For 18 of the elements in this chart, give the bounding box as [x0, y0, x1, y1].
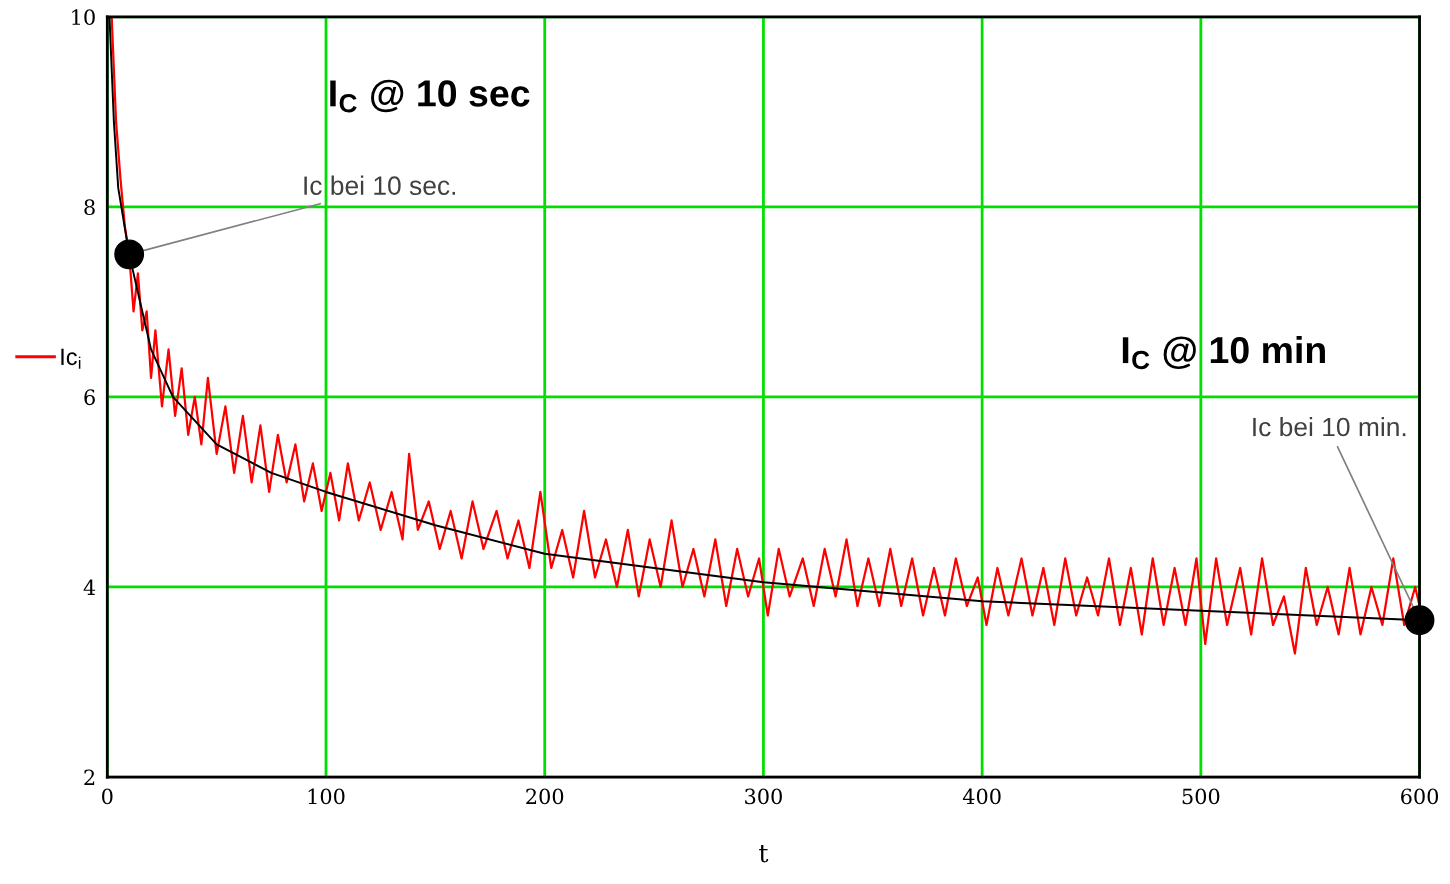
annotation: Ic bei 10 min.	[1253, 416, 1406, 437]
x-tick-label: 300	[745, 788, 782, 805]
x-tick-label: 200	[526, 788, 564, 805]
x-tick-label: 100	[308, 788, 345, 805]
y-tick-label: 4	[83, 579, 96, 595]
annotation: I$_{C}$ @ 10 sec	[330, 79, 530, 113]
x-tick-label: 500	[1182, 788, 1220, 805]
y-tick-label: 6	[84, 389, 95, 406]
x-tick-label: 0	[102, 788, 113, 805]
x-axis-title: t	[759, 845, 769, 863]
x-tick-label: 600	[1401, 788, 1439, 805]
annotation: I$_{C}$ @ 10 min	[1122, 335, 1325, 370]
y-tick-label: 8	[84, 199, 95, 216]
y-tick-label: 2	[84, 769, 95, 785]
y-tick-label: 10	[72, 9, 95, 26]
legend-label: Ic$_{i}$	[61, 348, 81, 369]
x-tick-label: 400	[962, 788, 1001, 805]
annotation: Ic bei 10 sec.	[304, 175, 456, 195]
